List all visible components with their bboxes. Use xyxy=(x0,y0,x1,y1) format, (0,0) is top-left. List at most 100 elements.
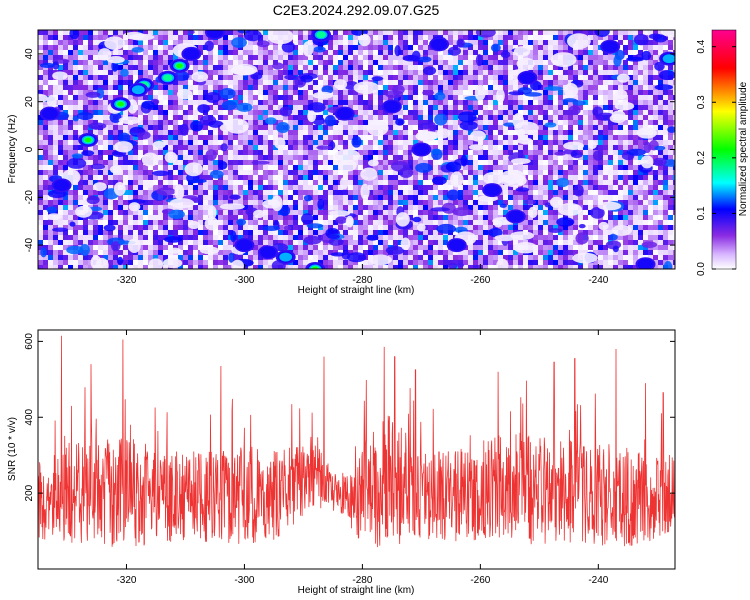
spectrogram-cell xyxy=(638,205,644,211)
spectrogram-cell xyxy=(38,70,44,76)
spectrogram-cell xyxy=(63,30,69,36)
spectrogram-cell xyxy=(613,145,619,151)
spectrogram-cell xyxy=(668,35,674,41)
spectrogram-cell xyxy=(228,50,234,56)
spectrogram-cell xyxy=(53,90,59,96)
spectrogram-cell xyxy=(568,45,574,51)
spectrogram-cell xyxy=(563,140,569,146)
spectrogram-cell xyxy=(293,140,299,146)
spectrogram-cell xyxy=(498,115,504,121)
spectrogram-cell xyxy=(643,190,649,196)
spectrogram-cell xyxy=(278,115,284,121)
spectrogram-cell xyxy=(283,70,289,76)
spectrogram-cell xyxy=(648,150,654,156)
spectrogram-cell xyxy=(563,70,569,76)
spectrogram-cell xyxy=(618,70,624,76)
spectrogram-cell xyxy=(328,45,334,51)
spectrogram-cell xyxy=(258,100,264,106)
spectrogram-cell xyxy=(413,205,419,211)
spectrogram-cell xyxy=(303,100,309,106)
spectrogram-cell xyxy=(53,50,59,56)
spectrogram-cell xyxy=(398,45,404,51)
spectrogram-cell xyxy=(563,95,569,101)
spectrogram-cell xyxy=(263,85,269,91)
spectrogram-cell xyxy=(48,50,54,56)
spectrogram-cell xyxy=(183,150,189,156)
spectrogram-cell xyxy=(268,80,274,86)
spectrogram-cell xyxy=(83,190,89,196)
spectrogram-cell xyxy=(88,190,94,196)
spectrogram-cell xyxy=(488,55,494,61)
spectrogram-cell xyxy=(53,155,59,161)
spectrogram-cell xyxy=(78,80,84,86)
spectrogram-cell xyxy=(398,175,404,181)
spectrogram-cell xyxy=(68,120,74,126)
spectrogram-cell xyxy=(73,190,79,196)
spectrogram-cell xyxy=(668,65,674,71)
spectrogram-cell xyxy=(83,50,89,56)
spectrogram-cell xyxy=(168,165,174,171)
spectrogram-cell xyxy=(448,125,454,131)
spectrogram-cell xyxy=(628,95,634,101)
spectrogram-cell xyxy=(663,150,669,156)
spectrogram-cell xyxy=(443,30,449,36)
spectrogram-cell xyxy=(478,75,484,81)
spectrogram-cell xyxy=(328,100,334,106)
spectrogram-cell xyxy=(53,150,59,156)
spectrogram-cell xyxy=(628,45,634,51)
spectrogram-cell xyxy=(578,85,584,91)
spectrogram-cell xyxy=(253,200,259,206)
spectrogram-cell xyxy=(618,145,624,151)
spectrogram-cell xyxy=(38,190,44,196)
spectrogram-cell xyxy=(153,105,159,111)
spectrogram-cell xyxy=(263,80,269,86)
spectrogram-cell xyxy=(148,30,154,36)
spectrogram-cell xyxy=(93,170,99,176)
spectrogram-cell xyxy=(38,200,44,206)
spectrogram-cell xyxy=(598,35,604,41)
spectrogram-cell xyxy=(663,65,669,71)
spectrogram-cell xyxy=(188,75,194,81)
spectrogram-cell xyxy=(673,140,675,146)
spectrogram-cell xyxy=(463,220,469,226)
spectrogram-cell xyxy=(608,90,614,96)
spectrogram-cell xyxy=(478,175,484,181)
spectrogram-cell xyxy=(208,75,214,81)
spectrogram-cell xyxy=(128,65,134,71)
spectrogram-cell xyxy=(538,90,544,96)
spectrogram-cell xyxy=(413,160,419,166)
spectrogram-cell xyxy=(258,175,264,181)
spectrogram-cell xyxy=(378,220,384,226)
spectrogram-cell xyxy=(368,35,374,41)
spectrogram-cell xyxy=(608,70,614,76)
spectrogram-cell xyxy=(503,75,509,81)
spectrogram-cell xyxy=(178,80,184,86)
spectrogram-cell xyxy=(443,215,449,221)
spectrogram-cell xyxy=(163,95,169,101)
spectrogram-cell xyxy=(333,35,339,41)
spectrogram-cell xyxy=(233,55,239,61)
spectrogram-cell xyxy=(378,165,384,171)
spectrogram-cell xyxy=(228,190,234,196)
spectrogram-cell xyxy=(63,205,69,211)
spectrogram-cell xyxy=(348,60,354,66)
spectrogram-cell xyxy=(228,40,234,46)
spectrogram-cell xyxy=(483,95,489,101)
spectrogram-cell xyxy=(353,205,359,211)
spectrogram-cell xyxy=(613,220,619,226)
spectrogram-cell xyxy=(463,75,469,81)
spectrogram-cell xyxy=(248,75,254,81)
spectrogram-cell xyxy=(553,130,559,136)
spectrogram-cell xyxy=(183,115,189,121)
spectrogram-cell xyxy=(278,180,284,186)
spectrogram-cell xyxy=(518,105,524,111)
spectrogram-cell xyxy=(498,50,504,56)
spectrogram-cell xyxy=(398,150,404,156)
spectrogram-cell xyxy=(413,35,419,41)
spectrogram-cell xyxy=(653,45,659,51)
spectrogram-cell xyxy=(253,110,259,116)
spectrogram-cell xyxy=(533,100,539,106)
spectrogram-cell xyxy=(53,35,59,41)
spectrogram-cell xyxy=(428,200,434,206)
spectrogram-cell xyxy=(293,45,299,51)
